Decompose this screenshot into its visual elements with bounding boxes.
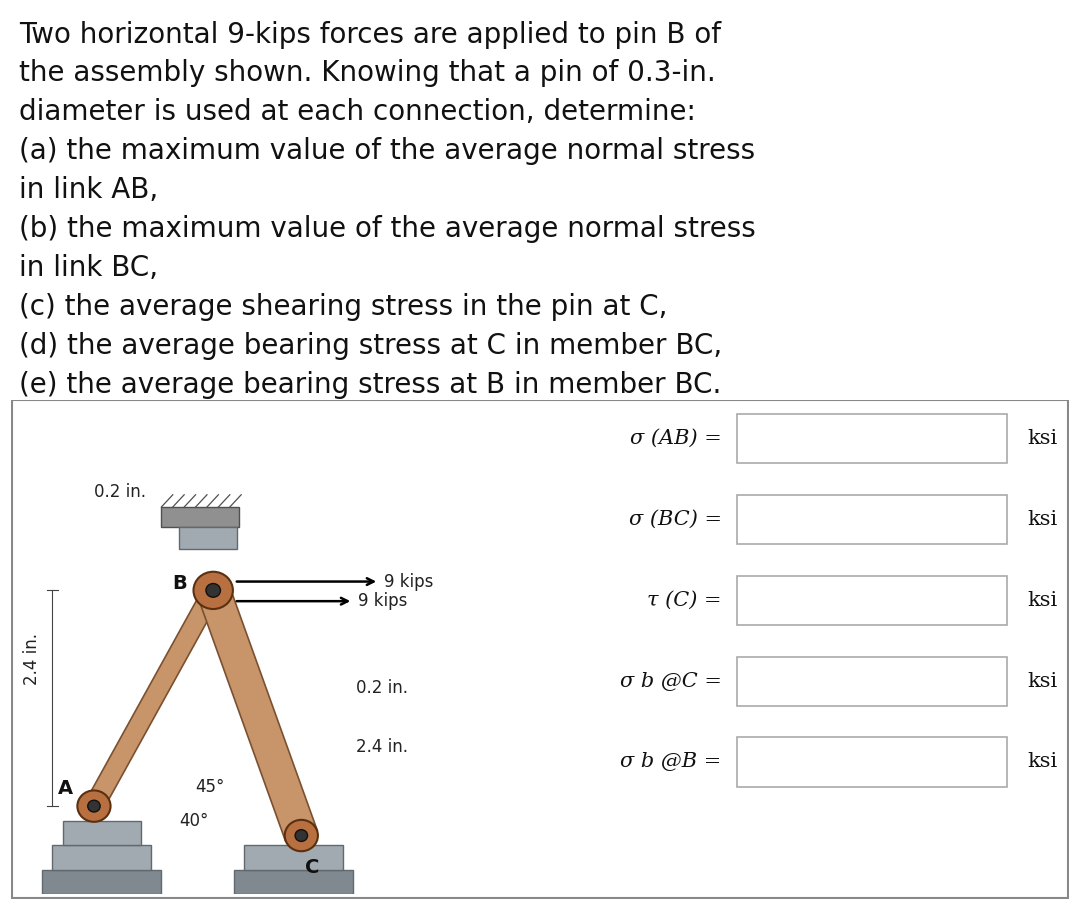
Polygon shape xyxy=(42,870,161,894)
Text: 9 kips: 9 kips xyxy=(384,573,434,590)
Text: σ (AB) =: σ (AB) = xyxy=(630,429,721,448)
Circle shape xyxy=(193,572,233,609)
Text: 40°: 40° xyxy=(179,812,208,830)
Circle shape xyxy=(295,830,308,842)
Text: (d) the average bearing stress at C in member BC,: (d) the average bearing stress at C in m… xyxy=(19,332,723,360)
Text: τ (C) =: τ (C) = xyxy=(647,591,721,609)
Polygon shape xyxy=(234,870,353,894)
Text: (a) the maximum value of the average normal stress: (a) the maximum value of the average nor… xyxy=(19,137,756,165)
Text: diameter is used at each connection, determine:: diameter is used at each connection, det… xyxy=(19,98,697,126)
Text: 2.4 in.: 2.4 in. xyxy=(355,738,408,756)
Text: ksi: ksi xyxy=(1027,672,1057,691)
Text: ksi: ksi xyxy=(1027,429,1057,448)
Bar xyxy=(161,507,239,527)
FancyBboxPatch shape xyxy=(738,414,1007,463)
Text: 2.4 in.: 2.4 in. xyxy=(23,633,41,685)
Circle shape xyxy=(87,800,100,812)
Text: ksi: ksi xyxy=(1027,509,1057,528)
Polygon shape xyxy=(198,586,318,841)
Circle shape xyxy=(285,820,318,851)
Text: 0.2 in.: 0.2 in. xyxy=(355,679,408,697)
Text: in link BC,: in link BC, xyxy=(19,254,159,282)
Text: (e) the average bearing stress at B in member BC.: (e) the average bearing stress at B in m… xyxy=(19,371,721,399)
FancyBboxPatch shape xyxy=(738,737,1007,786)
FancyBboxPatch shape xyxy=(738,495,1007,544)
Text: 45°: 45° xyxy=(195,777,225,795)
Circle shape xyxy=(78,791,110,822)
Polygon shape xyxy=(63,821,140,845)
Circle shape xyxy=(206,584,220,597)
Text: the assembly shown. Knowing that a pin of 0.3-in.: the assembly shown. Knowing that a pin o… xyxy=(19,59,716,87)
Text: 9 kips: 9 kips xyxy=(359,592,408,610)
Text: Two horizontal 9-kips forces are applied to pin B of: Two horizontal 9-kips forces are applied… xyxy=(19,21,721,48)
Text: C: C xyxy=(305,858,319,877)
Text: (c) the average shearing stress in the pin at C,: (c) the average shearing stress in the p… xyxy=(19,293,667,321)
Text: ksi: ksi xyxy=(1027,753,1057,772)
Polygon shape xyxy=(85,586,221,811)
FancyBboxPatch shape xyxy=(738,576,1007,625)
Polygon shape xyxy=(244,845,342,870)
Text: (b) the maximum value of the average normal stress: (b) the maximum value of the average nor… xyxy=(19,215,756,243)
Text: ksi: ksi xyxy=(1027,591,1057,609)
Text: σ b @C =: σ b @C = xyxy=(620,672,721,691)
Text: A: A xyxy=(58,779,73,798)
Text: in link AB,: in link AB, xyxy=(19,176,159,204)
Bar xyxy=(179,527,237,548)
FancyBboxPatch shape xyxy=(738,656,1007,706)
Text: σ b @B =: σ b @B = xyxy=(620,753,721,772)
Text: B: B xyxy=(172,574,187,593)
Polygon shape xyxy=(53,845,151,870)
Text: 0.2 in.: 0.2 in. xyxy=(94,483,146,501)
Text: σ (BC) =: σ (BC) = xyxy=(629,509,721,528)
